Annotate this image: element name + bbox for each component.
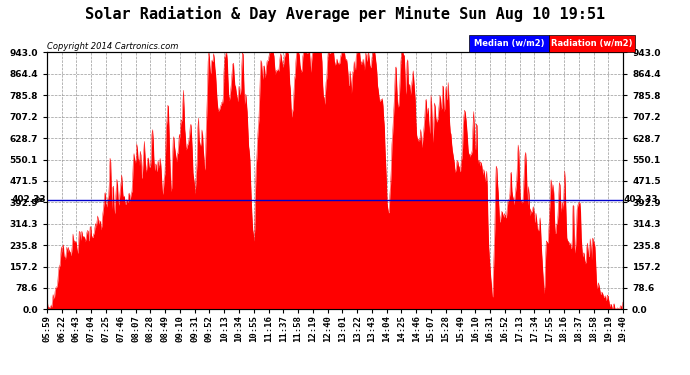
Text: Radiation (w/m2): Radiation (w/m2) xyxy=(551,39,633,48)
Text: 402.33: 402.33 xyxy=(12,195,46,204)
Text: Solar Radiation & Day Average per Minute Sun Aug 10 19:51: Solar Radiation & Day Average per Minute… xyxy=(85,6,605,22)
Text: Median (w/m2): Median (w/m2) xyxy=(473,39,544,48)
Text: Copyright 2014 Cartronics.com: Copyright 2014 Cartronics.com xyxy=(48,42,179,51)
Text: 402.33: 402.33 xyxy=(624,195,658,204)
